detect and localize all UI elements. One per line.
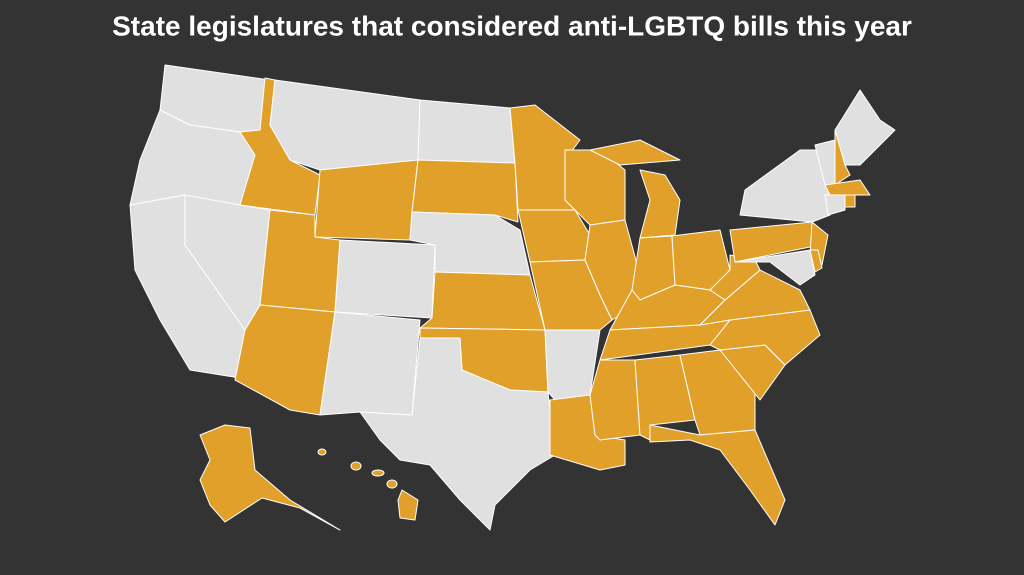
state <box>844 194 856 208</box>
state <box>319 311 421 416</box>
island <box>397 489 419 521</box>
state <box>739 149 831 223</box>
state <box>824 179 871 196</box>
state <box>359 337 556 531</box>
state <box>639 169 681 239</box>
state <box>314 159 419 241</box>
island <box>386 479 398 489</box>
state <box>589 139 681 166</box>
state <box>199 424 341 531</box>
state <box>411 159 519 223</box>
state <box>517 209 591 263</box>
state <box>824 194 846 216</box>
state <box>334 239 436 319</box>
state <box>589 359 641 441</box>
state <box>809 249 823 273</box>
state <box>649 424 786 526</box>
island <box>350 461 362 471</box>
state <box>417 99 516 164</box>
states <box>129 64 896 531</box>
state <box>734 249 816 286</box>
state <box>419 271 546 331</box>
title: State legislatures that considered anti-… <box>112 10 912 41</box>
island <box>371 469 385 477</box>
island <box>317 448 327 456</box>
